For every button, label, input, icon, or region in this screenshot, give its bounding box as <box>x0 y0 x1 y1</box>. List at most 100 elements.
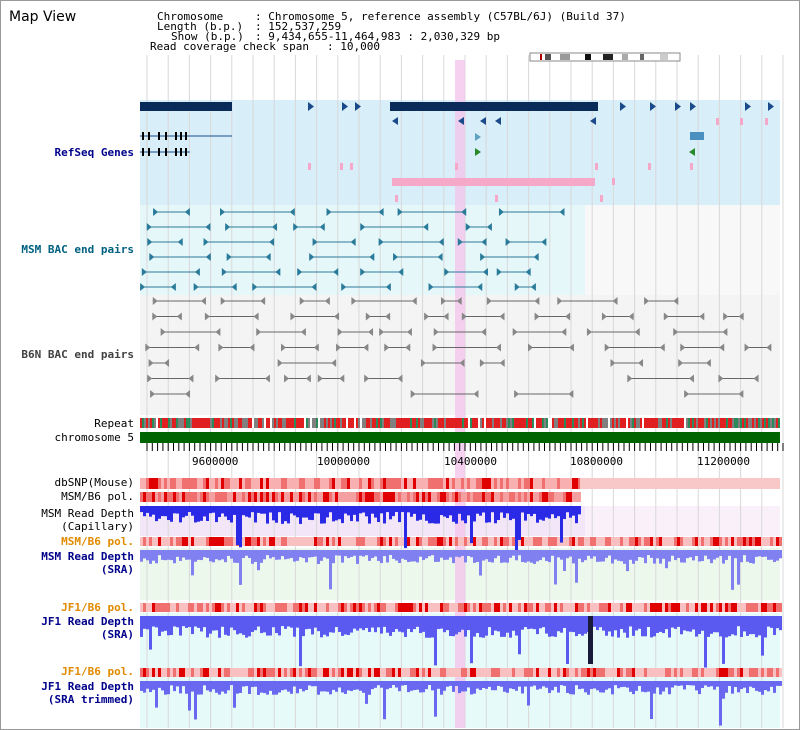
heat-strip-cell <box>209 668 212 677</box>
track-label-msm-depth-capillary[interactable]: MSM Read Depth <box>41 507 134 520</box>
heat-strip-cell <box>473 668 476 677</box>
heat-strip-cell <box>461 478 464 489</box>
track-label-jf1-depth-trimmed[interactable]: JF1 Read Depth <box>41 680 134 693</box>
depth-bar <box>626 550 629 572</box>
track-label-msm-b6-pol[interactable]: MSM/B6 pol. <box>61 490 134 503</box>
track-label-msm-b6-pol-2[interactable]: MSM/B6 pol. <box>61 535 134 548</box>
track-label-msm-bac[interactable]: MSM BAC end pairs <box>21 243 134 256</box>
heat-strip-cell <box>338 478 341 489</box>
depth-bar <box>317 681 320 695</box>
heat-strip-cell <box>353 492 356 502</box>
heat-strip-cell <box>554 478 557 489</box>
track-label-dbsnp[interactable]: dbSNP(Mouse) <box>54 476 134 489</box>
depth-bar <box>455 550 458 557</box>
bac-end <box>530 283 536 291</box>
repeat-segment <box>378 418 380 428</box>
track-label-jf1-b6-pol-2[interactable]: JF1/B6 pol. <box>61 665 134 678</box>
heat-strip-cell <box>341 537 344 546</box>
repeat-segment <box>764 418 766 428</box>
heat-strip-cell <box>539 603 542 612</box>
heat-strip-cell <box>383 478 386 489</box>
repeat-segment <box>402 418 404 428</box>
repeat-segment <box>716 418 718 428</box>
track-label-b6n-bac[interactable]: B6N BAC end pairs <box>21 348 134 361</box>
bac-end <box>272 223 278 231</box>
track-label-chromosome[interactable]: chromosome 5 <box>54 431 134 444</box>
depth-bar <box>290 506 293 514</box>
heat-strip-cell <box>155 537 158 546</box>
heat-strip-cell <box>383 537 386 546</box>
repeat-segment <box>554 418 556 428</box>
heat-strip-cell <box>617 537 620 546</box>
depth-bar <box>560 506 563 543</box>
depth-bar <box>317 506 320 514</box>
depth-bar <box>269 550 272 559</box>
heat-strip-cell <box>398 603 401 612</box>
heat-strip-cell <box>302 537 305 546</box>
heat-strip-cell <box>155 492 158 502</box>
bac-end <box>220 297 226 305</box>
heat-strip-cell <box>398 537 401 546</box>
heat-strip-cell <box>455 478 458 489</box>
repeat-segment <box>452 418 454 428</box>
depth-bar <box>659 681 662 695</box>
bac-end <box>317 374 323 383</box>
depth-bar <box>527 616 530 630</box>
heat-strip-cell <box>380 478 383 489</box>
heat-strip-cell <box>323 537 326 546</box>
heat-strip-cell <box>182 668 185 677</box>
depth-bar <box>347 506 350 516</box>
track-label-jf1-depth-sra[interactable]: JF1 Read Depth <box>41 615 134 628</box>
gene-feature <box>690 132 704 140</box>
repeat-segment <box>568 418 570 428</box>
depth-bar <box>428 550 431 557</box>
heat-strip-cell <box>770 668 773 677</box>
depth-bar <box>557 681 560 693</box>
heat-strip-cell <box>479 537 482 546</box>
depth-bar <box>470 506 473 544</box>
pseudo-gene <box>455 163 458 170</box>
bac-end <box>205 253 211 261</box>
heat-strip-cell <box>281 668 284 677</box>
heat-strip-cell <box>224 668 227 677</box>
depth-bar <box>236 681 239 694</box>
heat-strip-cell <box>548 668 551 677</box>
depth-bar <box>671 681 674 688</box>
depth-bar <box>236 616 239 635</box>
heat-strip-cell <box>386 478 389 489</box>
track-label-jf1-b6-pol[interactable]: JF1/B6 pol. <box>61 601 134 614</box>
axis-tick-label: 11200000 <box>697 455 750 468</box>
heat-strip-cell <box>617 668 620 677</box>
heat-strip-cell <box>506 603 509 612</box>
heat-strip-cell <box>416 478 419 489</box>
heat-strip-cell <box>530 492 533 502</box>
heat-strip-cell <box>461 603 464 612</box>
depth-bar <box>506 550 509 563</box>
depth-bar <box>608 550 611 556</box>
depth-bar <box>392 681 395 686</box>
heat-strip-cell <box>176 603 179 612</box>
depth-bar <box>413 506 416 514</box>
depth-bar <box>158 506 161 519</box>
track-label-msm-depth-sra[interactable]: MSM Read Depth <box>41 550 134 563</box>
bac-end <box>264 374 270 383</box>
depth-bar <box>404 506 407 549</box>
depth-bar <box>518 681 521 687</box>
bac-end <box>393 253 399 261</box>
depth-bar <box>380 550 383 564</box>
depth-bar <box>725 550 728 560</box>
heat-strip-cell <box>524 603 527 612</box>
track-label-repeat[interactable]: Repeat <box>94 417 134 430</box>
heat-strip-cell <box>251 668 254 677</box>
heat-strip-cell <box>248 492 251 502</box>
depth-bar <box>209 616 212 634</box>
heat-strip-cell <box>254 603 257 612</box>
repeat-segment <box>644 418 646 428</box>
heat-strip-cell <box>740 537 743 546</box>
repeat-segment <box>472 418 474 428</box>
heat-strip-cell <box>212 492 215 502</box>
heat-strip-cell <box>557 668 560 677</box>
heat-strip-cell <box>491 603 494 612</box>
track-label-refseq-genes[interactable]: RefSeq Genes <box>54 146 134 159</box>
